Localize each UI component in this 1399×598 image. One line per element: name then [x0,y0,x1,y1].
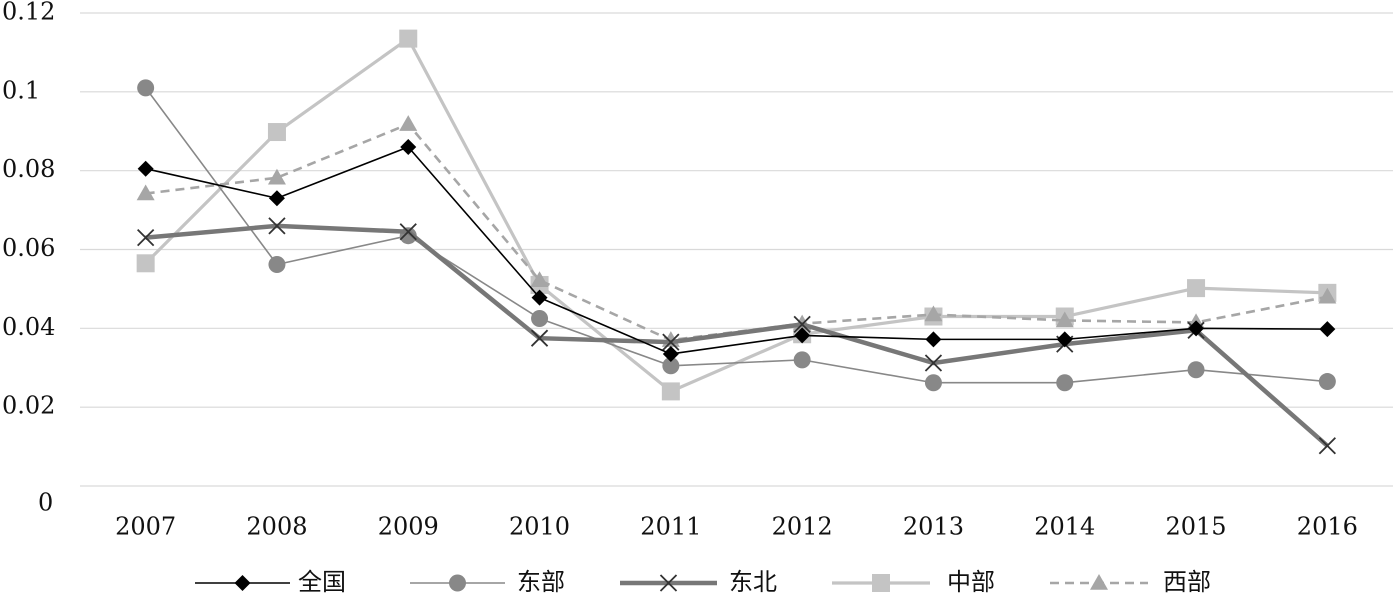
x-tick-label: 2015 [1166,513,1227,541]
data-point [530,271,549,287]
x-tick-label: 2012 [772,513,833,541]
data-point [399,115,418,131]
data-point [136,254,155,273]
legend-marker [659,574,678,592]
x-tick-label: 2013 [903,513,964,541]
legend-item: 东北 [620,568,777,596]
y-tick-label: 0 [38,489,53,517]
data-point [1056,374,1074,392]
y-tick-label: 0.1 [2,76,40,104]
data-point [1318,373,1336,391]
legend-marker [234,575,251,591]
data-point [531,309,549,327]
data-point [1318,437,1336,455]
series-line [145,223,1329,448]
data-point [1056,331,1073,348]
data-point [1319,321,1336,338]
series-line [145,122,1328,342]
series-3 [137,217,1336,455]
legend-marker [449,574,466,592]
data-point [662,345,679,362]
data-point [531,289,548,306]
data-point [267,168,286,185]
data-point [268,217,286,235]
series-2 [137,79,1336,392]
data-point [530,329,549,347]
legend-marker [872,574,890,592]
data-point [137,160,154,177]
x-tick-label: 2007 [115,513,176,541]
legend-marker [1090,574,1108,590]
data-point [662,357,680,375]
data-point [1055,311,1074,328]
data-point [268,255,286,273]
data-point [1187,279,1206,298]
series-1 [137,139,1336,362]
legend: 全国 东部 东北 中部 西部 [195,568,1211,596]
y-tick-label: 0.12 [2,0,55,26]
x-tick-label: 2014 [1034,513,1095,541]
series-line [145,146,1328,355]
data-point [793,315,811,334]
y-tick-label: 0.08 [2,155,55,183]
data-point [1187,361,1205,379]
data-point [661,382,680,401]
legend-item: 东部 [410,568,565,596]
y-tick-label: 0.06 [2,234,55,262]
legend-label: 东北 [729,568,777,596]
data-point [925,331,942,348]
data-point [267,123,286,142]
data-point [1318,287,1337,304]
y-axis: 0 0.02 0.04 0.06 0.08 0.1 0.12 [2,0,55,517]
x-tick-label: 2016 [1297,513,1358,541]
legend-label: 中部 [947,568,995,596]
data-point [794,327,811,344]
data-point [662,333,680,351]
x-tick-label: 2011 [640,513,701,541]
data-point [400,139,417,156]
series-5 [136,115,1337,347]
legend-label: 东部 [517,568,565,596]
legend-label: 西部 [1163,568,1211,596]
y-tick-label: 0.02 [2,392,55,420]
gridlines [80,12,1393,487]
data-point [268,190,285,207]
data-point [1188,320,1205,337]
legend-item: 中部 [832,568,995,596]
data-point [399,29,418,48]
data-point [924,305,943,322]
data-point [924,374,942,392]
legend-label: 全国 [298,568,346,596]
series-group [136,29,1337,455]
x-tick-label: 2010 [509,513,570,541]
legend-item: 西部 [1050,568,1211,596]
data-point [399,223,417,241]
data-point [137,229,155,247]
x-axis: 2007 2008 2009 2010 2011 2012 2013 2014 2015 2016 [115,513,1358,541]
data-point [136,184,155,201]
data-point [137,79,155,97]
series-line [145,87,1328,384]
legend-item: 全国 [195,568,346,596]
x-tick-label: 2009 [378,513,439,541]
x-tick-label: 2008 [246,513,307,541]
y-tick-label: 0.04 [2,313,55,341]
data-point [793,351,811,369]
data-point [924,354,943,372]
